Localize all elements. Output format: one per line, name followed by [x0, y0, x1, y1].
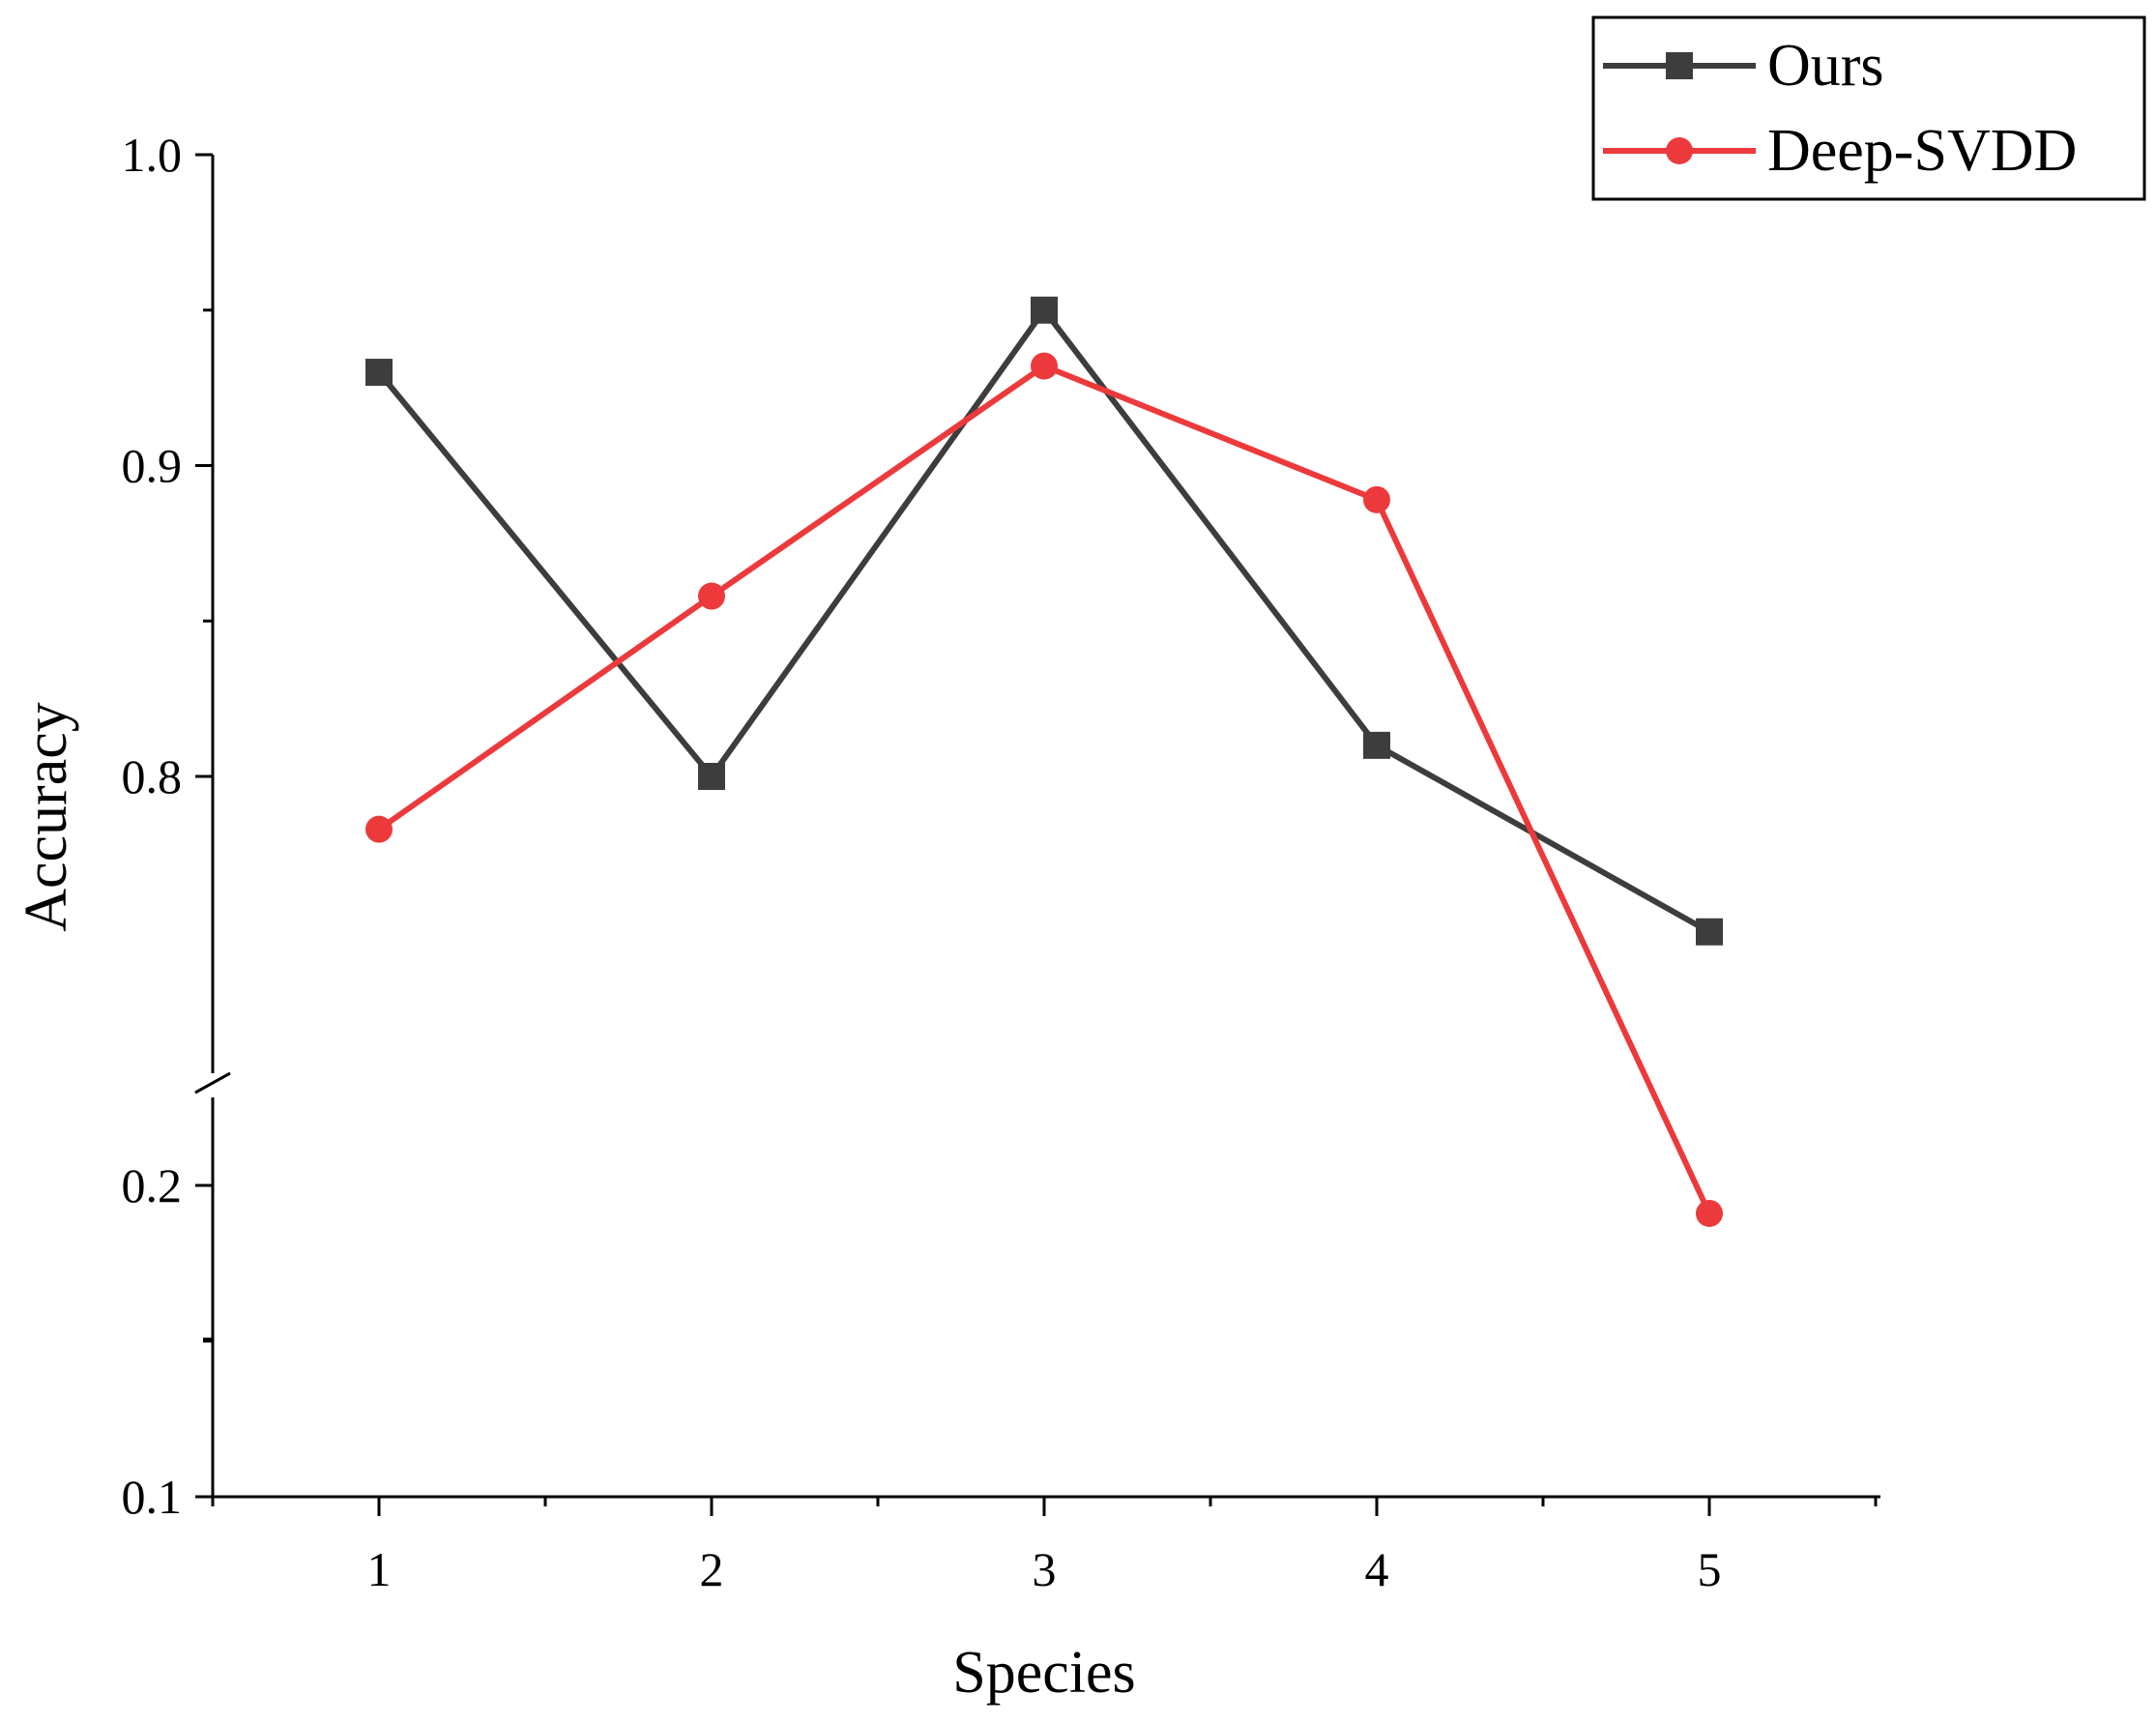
data-point [698, 582, 725, 610]
y-tick-label: 0.8 [122, 749, 183, 803]
series-line [376, 307, 1711, 935]
data-point [1696, 1199, 1723, 1227]
x-tick-label: 1 [367, 1542, 392, 1596]
x-tick-label: 2 [700, 1542, 724, 1596]
y-tick-label: 0.1 [122, 1470, 183, 1524]
data-point [1363, 731, 1390, 759]
x-axis-title: Species [952, 1640, 1135, 1706]
x-tick-label: 3 [1033, 1542, 1057, 1596]
data-point [1031, 352, 1058, 380]
legend-box [1591, 15, 2146, 201]
data-point [1696, 918, 1723, 946]
y-axis-title: Accuracy [14, 702, 79, 932]
axis-break-mark-2 [194, 1071, 231, 1095]
series-line [377, 363, 1712, 1215]
y-tick-label: 1.0 [122, 128, 183, 182]
legend-item: Deep-SVDD [1603, 118, 2077, 184]
data-point [698, 763, 725, 790]
data-point [365, 815, 393, 843]
legend-item: Ours [1603, 33, 1884, 99]
legend-marker [1666, 137, 1693, 164]
legend-marker [1666, 52, 1693, 79]
x-tick-label: 5 [1698, 1542, 1722, 1596]
legend-label: Ours [1767, 33, 1884, 99]
data-point [1031, 296, 1058, 324]
series-ours [365, 296, 1723, 946]
data-point [365, 359, 393, 387]
legend-label: Deep-SVDD [1767, 118, 2077, 184]
y-tick-label: 0.9 [122, 439, 183, 493]
y-tick-label: 0.2 [122, 1158, 183, 1212]
data-point [1363, 485, 1390, 513]
series-deep-svdd [365, 352, 1723, 1227]
x-tick-label: 4 [1365, 1542, 1389, 1596]
